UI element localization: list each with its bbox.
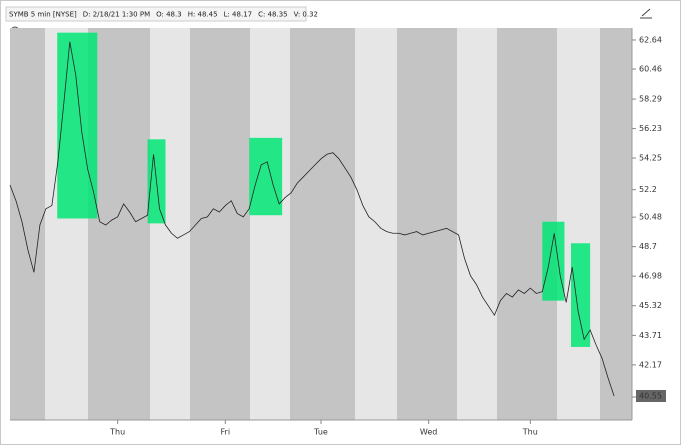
y-tick-label: 56.23 [639,124,662,133]
y-tick-label: 54.25 [639,154,662,163]
y-tick-label: 52.2 [639,185,657,194]
y-tick-label: 60.46 [639,65,662,74]
session-band [457,28,497,420]
y-tick-label: 42.17 [639,360,662,369]
header-item: H: 48.45 [188,11,218,19]
header-item: V: 0.32 [294,11,318,19]
sessions [10,28,632,420]
draw-icon[interactable] [640,8,652,19]
session-band [600,28,632,420]
highlight [249,137,283,216]
highlight [542,221,565,301]
highlight [570,243,591,347]
header-item: O: 48.3 [156,11,182,19]
header: SYMB 5 min [NYSE] D: 2/18/21 1:30 PM O: 48… [9,11,318,19]
header-item: D: 2/18/21 1:30 PM [83,11,150,19]
last-price: 40.55 [639,391,662,400]
session-band [397,28,457,420]
x-tick-label: Wed [420,428,437,437]
y-tick-label: 48.7 [639,242,657,251]
session-band [250,28,290,420]
y-tick-label: 58.29 [639,95,662,104]
x-tick-label: Tue [313,428,328,437]
session-band [88,28,150,420]
last-price-box [636,389,666,402]
highlight [57,32,98,219]
y-tick-label: 45.32 [639,301,662,310]
session-band [190,28,250,420]
y-tick-label: 43.71 [639,331,662,340]
plot: 62.64 60.46 58.29 56.23 54.25 52.2 50.48 48.7 46… [9,28,666,437]
header-item: C: 48.35 [258,11,288,19]
x-tick-label: Thu [522,428,538,437]
price-line [9,41,615,397]
header-bar [5,6,307,22]
session-band [355,28,397,420]
session-band [150,28,190,420]
y-tick-label: 50.48 [639,213,662,222]
header-item: L: 48.17 [224,11,253,19]
x-tick-label: Thu [109,428,125,437]
header-item: SYMB 5 min [NYSE] [9,11,77,19]
x-tick-label: Fri [221,428,231,437]
session-band [10,28,45,420]
y-tick-label: 46.98 [639,272,662,281]
session-band [290,28,355,420]
y-tick-label: 62.64 [639,35,662,44]
